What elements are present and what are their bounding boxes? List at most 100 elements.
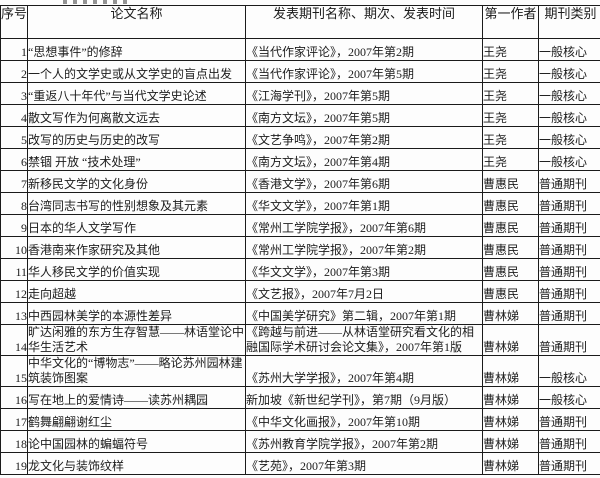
cell-paper-title: 走向超越 (27, 280, 246, 303)
table-row: 17 鹤舞翩翩谢红尘 《中华文化画报》，2007年第10期 曹林娣 普通期刊 (0, 408, 600, 431)
cell-first-author: 曹林娣 (482, 355, 539, 387)
cell-paper-title: 日本的华人文学写作 (27, 214, 246, 237)
header-title: 论文名称 (27, 5, 246, 39)
cell-journal-category: 一般核心 (538, 355, 600, 387)
cell-serial-number: 10 (0, 236, 28, 259)
header-no: 序号 (0, 5, 28, 39)
cell-serial-number: 8 (0, 192, 28, 215)
cell-journal-info: 《苏州大学学报》，2007年第4期 (245, 355, 483, 387)
cell-journal-info: 新加坡《新世纪学刊》，第7期（9月版） (245, 386, 483, 409)
cell-journal-category: 普通期刊 (538, 214, 600, 237)
cell-journal-info: 《江海学刊》，2007年第5期 (245, 82, 483, 105)
cell-paper-title: 论中国园林的蝙蝠符号 (27, 430, 246, 453)
cell-first-author: 曹惠民 (482, 192, 539, 215)
cell-journal-category: 普通期刊 (538, 192, 600, 215)
cell-journal-category: 一般核心 (538, 38, 600, 61)
cell-serial-number: 5 (0, 126, 28, 149)
cell-paper-title: “重返八十年代”与当代文学史论述 (27, 82, 246, 105)
cell-first-author: 王尧 (482, 60, 539, 83)
cell-paper-title: 中西园林美学的本源性差异 (27, 302, 246, 325)
cell-first-author: 曹林娣 (482, 324, 539, 356)
table-row: 5 改写的历史与历史的改写 《文艺争鸣》，2007年第2期 王尧 一般核心 (0, 126, 600, 149)
table-row: 7 新移民文学的文化身份 《香港文学》，2007年第6期 曹惠民 普通期刊 (0, 170, 600, 193)
cell-first-author: 曹林娣 (482, 408, 539, 431)
cell-serial-number: 7 (0, 170, 28, 193)
cell-journal-info: 《艺苑》，2007年第3期 (245, 452, 483, 475)
clipped-text-fragment (63, 0, 129, 4)
cell-journal-category: 一般核心 (538, 148, 600, 171)
cell-paper-title: 禁锢 开放 “技术处理” (27, 148, 246, 171)
cell-journal-category: 普通期刊 (538, 280, 600, 303)
cell-journal-info: 《文艺报》，2007年7月2日 (245, 280, 483, 303)
table-row: 16 写在地上的爱情诗——读苏州耦园 新加坡《新世纪学刊》，第7期（9月版） 曹… (0, 386, 600, 409)
table-row: 3 “重返八十年代”与当代文学史论述 《江海学刊》，2007年第5期 王尧 一般… (0, 82, 600, 105)
cell-paper-title: 台湾同志书写的性别想象及其元素 (27, 192, 246, 215)
cell-journal-category: 普通期刊 (538, 452, 600, 475)
cell-serial-number: 15 (0, 355, 28, 387)
cell-journal-category: 普通期刊 (538, 236, 600, 259)
cell-paper-title: 一个人的文学史或从文学史的盲点出发 (27, 60, 246, 83)
cell-journal-category: 普通期刊 (538, 258, 600, 281)
cell-serial-number: 9 (0, 214, 28, 237)
cell-serial-number: 19 (0, 452, 28, 475)
header-journal: 发表期刊名称、期次、发表时间 (245, 5, 483, 39)
cell-paper-title: 鹤舞翩翩谢红尘 (27, 408, 246, 431)
cell-paper-title: 龙文化与装饰纹样 (27, 452, 246, 475)
cell-first-author: 曹惠民 (482, 280, 539, 303)
cell-journal-category: 普通期刊 (538, 430, 600, 453)
cell-paper-title: 中华文化的“博物志”——略论苏州园林建筑装饰图案 (27, 355, 246, 387)
table-row: 13 中西园林美学的本源性差异 《中国美学研究》第二辑，2007年第1期 曹林娣… (0, 302, 600, 325)
table-row: 1 “思想事件”的修辞 《当代作家评论》，2007年第2期 王尧 一般核心 (0, 38, 600, 61)
header-row: 序号 论文名称 发表期刊名称、期次、发表时间 第一作者 期刊类别 (0, 5, 600, 39)
cell-serial-number: 1 (0, 38, 28, 61)
cell-paper-title: 香港南来作家研究及其他 (27, 236, 246, 259)
cell-paper-title: “思想事件”的修辞 (27, 38, 246, 61)
cell-first-author: 曹惠民 (482, 236, 539, 259)
cell-journal-category: 普通期刊 (538, 170, 600, 193)
cell-journal-info: 《常州工学院学报》，2007年第2期 (245, 236, 483, 259)
cell-journal-category: 一般核心 (538, 104, 600, 127)
cell-first-author: 曹林娣 (482, 302, 539, 325)
cell-serial-number: 3 (0, 82, 28, 105)
cell-serial-number: 13 (0, 302, 28, 325)
cell-paper-title: 写在地上的爱情诗——读苏州耦园 (27, 386, 246, 409)
cell-journal-info: 《苏州教育学院学报》，2007年第2期 (245, 430, 483, 453)
cell-journal-info: 《文艺争鸣》，2007年第2期 (245, 126, 483, 149)
cell-first-author: 曹惠民 (482, 170, 539, 193)
cell-first-author: 曹惠民 (482, 258, 539, 281)
cell-first-author: 王尧 (482, 104, 539, 127)
table-row: 18 论中国园林的蝙蝠符号 《苏州教育学院学报》，2007年第2期 曹林娣 普通… (0, 430, 600, 453)
table-row: 14 旷达闲雅的东方生存智慧——林语堂论中华生活艺术 《跨越与前进——从林语堂研… (0, 324, 600, 356)
table-row: 12 走向超越 《文艺报》，2007年7月2日 曹惠民 普通期刊 (0, 280, 600, 303)
cell-journal-info: 《当代作家评论》，2007年第2期 (245, 38, 483, 61)
cell-first-author: 曹惠民 (482, 214, 539, 237)
table-row: 6 禁锢 开放 “技术处理” 《南方文坛》，2007年第4期 王尧 一般核心 (0, 148, 600, 171)
cell-paper-title: 散文写作为何离散文远去 (27, 104, 246, 127)
table-body: 1 “思想事件”的修辞 《当代作家评论》，2007年第2期 王尧 一般核心 2 … (0, 38, 600, 475)
table-row: 4 散文写作为何离散文远去 《南方文坛》，2007年第5期 王尧 一般核心 (0, 104, 600, 127)
table-row: 19 龙文化与装饰纹样 《艺苑》，2007年第3期 曹林娣 普通期刊 (0, 452, 600, 475)
cell-first-author: 王尧 (482, 82, 539, 105)
table-row: 10 香港南来作家研究及其他 《常州工学院学报》，2007年第2期 曹惠民 普通… (0, 236, 600, 259)
cell-paper-title: 改写的历史与历史的改写 (27, 126, 246, 149)
cell-journal-category: 一般核心 (538, 126, 600, 149)
cell-first-author: 曹林娣 (482, 452, 539, 475)
cell-paper-title: 华人移民文学的价值实现 (27, 258, 246, 281)
cell-first-author: 曹林娣 (482, 430, 539, 453)
table-row: 11 华人移民文学的价值实现 《华文文学》，2007年第3期 曹惠民 普通期刊 (0, 258, 600, 281)
cell-journal-info: 《南方文坛》，2007年第5期 (245, 104, 483, 127)
cell-journal-category: 普通期刊 (538, 408, 600, 431)
header-category: 期刊类别 (538, 5, 600, 39)
cell-serial-number: 4 (0, 104, 28, 127)
header-author: 第一作者 (482, 5, 539, 39)
cell-journal-category: 普通期刊 (538, 324, 600, 356)
table-row: 15 中华文化的“博物志”——略论苏州园林建筑装饰图案 《苏州大学学报》，200… (0, 355, 600, 387)
cell-journal-category: 普通期刊 (538, 302, 600, 325)
cell-journal-category: 一般核心 (538, 386, 600, 409)
cell-first-author: 王尧 (482, 148, 539, 171)
cell-serial-number: 18 (0, 430, 28, 453)
cell-serial-number: 16 (0, 386, 28, 409)
cell-journal-info: 《中华文化画报》，2007年第10期 (245, 408, 483, 431)
cell-serial-number: 6 (0, 148, 28, 171)
